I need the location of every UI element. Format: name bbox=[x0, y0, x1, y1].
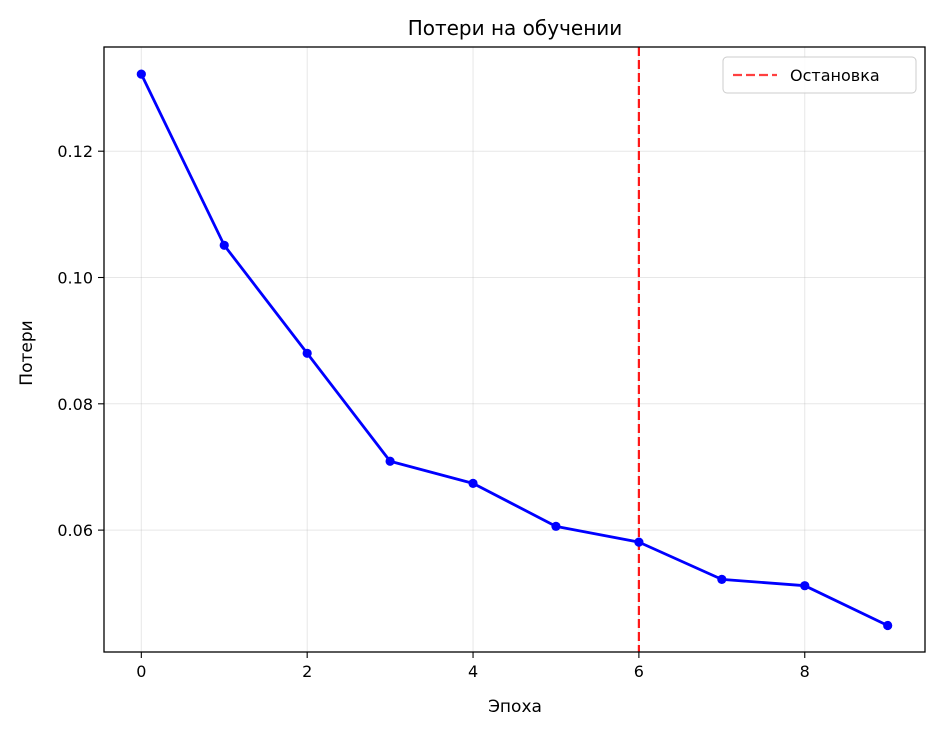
y-tick-label: 0.06 bbox=[57, 521, 93, 540]
y-tick-label: 0.08 bbox=[57, 395, 93, 414]
y-tick-label: 0.10 bbox=[57, 269, 93, 288]
x-tick-label: 6 bbox=[634, 662, 644, 681]
loss-point bbox=[468, 478, 478, 488]
y-axis-label: Потери bbox=[17, 320, 37, 385]
x-tick-label: 0 bbox=[136, 662, 146, 681]
loss-point bbox=[385, 456, 395, 466]
chart-title: Потери на обучении bbox=[408, 16, 623, 40]
loss-line bbox=[140, 73, 889, 627]
y-tick-label: 0.12 bbox=[57, 142, 93, 161]
loss-point bbox=[136, 69, 146, 79]
plot-frame bbox=[103, 46, 926, 653]
loss-point bbox=[219, 240, 229, 250]
loss-point bbox=[302, 348, 312, 358]
loss-point bbox=[551, 521, 561, 531]
tick-layer: 0 2 4 6 8 0.06 0.08 0.10 0.12 bbox=[57, 142, 809, 681]
series-layer bbox=[136, 69, 893, 631]
x-axis-label: Эпоха bbox=[488, 697, 542, 717]
x-tick-label: 8 bbox=[800, 662, 810, 681]
loss-point bbox=[800, 581, 810, 591]
loss-point bbox=[883, 620, 893, 631]
x-tick-label: 2 bbox=[302, 662, 312, 681]
loss-point bbox=[634, 537, 644, 547]
legend-box bbox=[722, 56, 917, 94]
legend: Остановка bbox=[722, 56, 917, 94]
legend-label-stop: Остановка bbox=[790, 66, 880, 85]
loss-point bbox=[717, 574, 727, 584]
x-tick-label: 4 bbox=[468, 662, 478, 681]
